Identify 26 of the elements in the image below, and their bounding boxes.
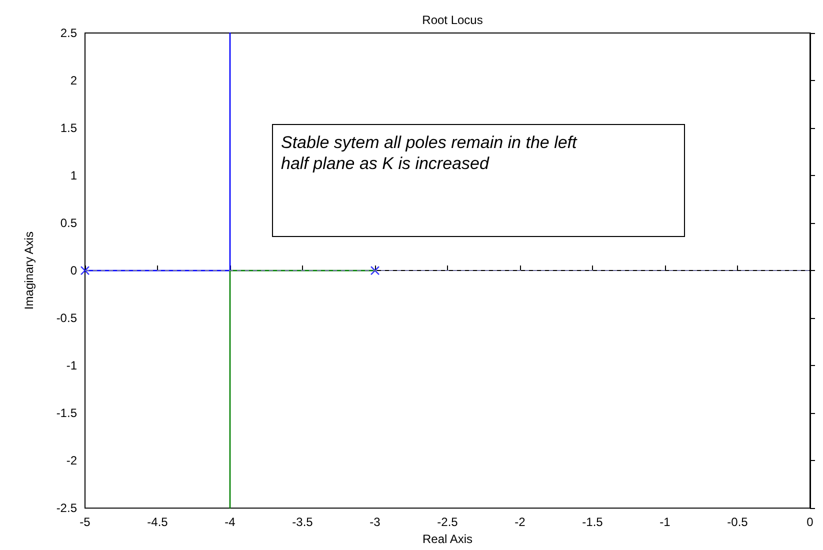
text-box: Stable sytem all poles remain in the left half plane as K is increased (272, 124, 685, 237)
x-tick-label: -2.5 (437, 515, 458, 530)
chart-title: Root Locus (422, 13, 483, 27)
y-tick-label: -2 (66, 454, 78, 468)
y-axis-title: Imaginary Axis (22, 232, 36, 310)
y-tick-label: 0 (70, 264, 78, 278)
x-tick-label: 0 (806, 515, 814, 530)
x-tick-label: -2 (514, 515, 526, 530)
y-tick-label: -1 (66, 358, 78, 373)
x-tick-label: -1 (660, 515, 671, 530)
x-tick-label: -3 (370, 515, 381, 530)
x-tick-label: -4 (224, 515, 236, 530)
x-tick-label: -3.5 (292, 515, 314, 530)
y-tick-label: -2.5 (56, 501, 78, 516)
y-tick-label: 1.5 (60, 121, 78, 136)
y-tick-label: -1.5 (56, 406, 78, 420)
x-axis-title: Real Axis (422, 532, 473, 546)
x-tick-label: -4.5 (147, 515, 168, 530)
y-tick-label: 2.5 (60, 26, 78, 40)
x-tick-label: -1.5 (582, 515, 604, 530)
x-tick-label: -0.5 (727, 515, 748, 530)
y-tick-label: 0.5 (60, 216, 78, 230)
y-tick-label: -0.5 (56, 311, 78, 326)
y-tick-label: 1 (70, 168, 78, 183)
y-tick-label: 2 (70, 74, 78, 88)
x-tick-label: -5 (80, 515, 91, 530)
